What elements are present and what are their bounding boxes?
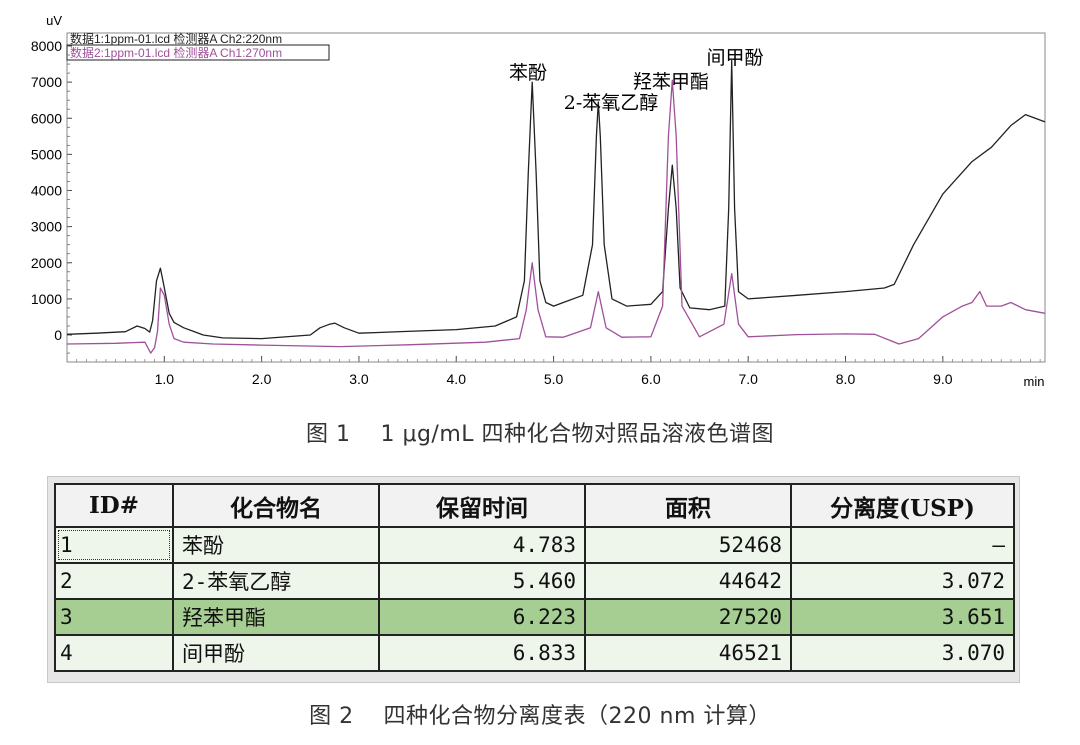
cell-retention-time[interactable]: 6.833 [378,634,586,672]
col-header-resolution[interactable]: 分离度(USP) [790,483,1015,528]
cell-compound-name[interactable]: 苯酚 [172,526,380,564]
figure-2-caption: 图 2 四种化合物分离度表（220 nm 计算） [309,704,771,729]
y-unit-label: uV [46,13,62,28]
cell-compound-name[interactable]: 间甲酚 [172,634,380,672]
cell-id[interactable]: 1 [54,526,174,564]
chromatogram: uV min 数据1:1ppm-01.lcd 检测器A Ch2:220nm 数据… [31,13,1046,389]
table-row[interactable]: 1 苯酚 4.783 52468 — [54,526,1015,564]
peak-label-m-cresol: 间甲酚 [706,47,763,69]
legend-box [66,44,330,61]
x-unit-label: min [1024,374,1045,389]
peak-label-phenoxyethanol: 2-苯氧乙醇 [564,92,659,114]
results-table: ID# 化合物名 保留时间 面积 分离度(USP) 1 苯酚 4.783 524… [54,483,1015,672]
x-tick-label: 6.0 [641,371,661,387]
cell-resolution[interactable]: 3.072 [790,562,1015,600]
cell-retention-time[interactable]: 6.223 [378,598,586,636]
x-tick-label: 7.0 [738,371,758,387]
col-header-id[interactable]: ID# [54,483,174,528]
table-row[interactable]: 4 间甲酚 6.833 46521 3.070 [54,634,1015,672]
cell-area[interactable]: 52468 [584,526,792,564]
y-tick-label: 5000 [31,146,62,162]
cell-compound-name[interactable]: 2-苯氧乙醇 [172,562,380,600]
y-tick-label: 0 [54,327,62,343]
legend-series-2: 数据2:1ppm-01.lcd 检测器A Ch1:270nm [70,45,282,60]
x-tick-label: 1.0 [155,371,175,387]
x-tick-label: 3.0 [349,371,369,387]
y-tick-label: 2000 [31,255,62,271]
cell-id[interactable]: 3 [54,598,174,636]
peak-label-phenol: 苯酚 [509,62,547,84]
peak-label-methylparaben: 羟苯甲酯 [633,71,709,93]
x-tick-label: 5.0 [544,371,564,387]
figure-1-caption: 图 1 1 μg/mL 四种化合物对照品溶液色谱图 [305,422,775,447]
table-header-row: ID# 化合物名 保留时间 面积 分离度(USP) [54,483,1015,528]
x-tick-label: 4.0 [447,371,467,387]
series-group [66,59,1046,354]
cell-retention-time[interactable]: 5.460 [378,562,586,600]
cell-id[interactable]: 2 [54,562,174,600]
y-tick-label: 8000 [31,38,62,54]
x-axis: 1.0 2.0 3.0 4.0 5.0 6.0 7.0 8.0 9.0 [76,356,1041,387]
cell-id[interactable]: 4 [54,634,174,672]
series-line-220nm [66,59,1046,340]
cell-retention-time[interactable]: 4.783 [378,526,586,564]
cell-area[interactable]: 44642 [584,562,792,600]
y-tick-label: 3000 [31,219,62,235]
cell-compound-name[interactable]: 羟苯甲酯 [172,598,380,636]
table-row-selected[interactable]: 3 羟苯甲酯 6.223 27520 3.651 [54,598,1015,636]
col-header-area[interactable]: 面积 [584,483,792,528]
legend-series-1: 数据1:1ppm-01.lcd 检测器A Ch2:220nm [70,31,282,46]
col-header-compound-name[interactable]: 化合物名 [172,483,380,528]
y-tick-label: 6000 [31,110,62,126]
x-tick-label: 2.0 [252,371,272,387]
table-row[interactable]: 2 2-苯氧乙醇 5.460 44642 3.072 [54,562,1015,600]
y-axis: 8000 7000 6000 5000 4000 3000 2000 1000 0 [31,38,72,354]
x-tick-label: 8.0 [836,371,856,387]
col-header-retention-time[interactable]: 保留时间 [378,483,586,528]
y-tick-label: 7000 [31,74,62,90]
series-line-270nm [66,79,1046,354]
cell-resolution[interactable]: 3.070 [790,634,1015,672]
x-tick-label: 9.0 [933,371,953,387]
y-tick-label: 1000 [31,291,62,307]
results-table-panel: ID# 化合物名 保留时间 面积 分离度(USP) 1 苯酚 4.783 524… [47,476,1020,683]
cell-resolution[interactable]: 3.651 [790,598,1015,636]
y-tick-label: 4000 [31,183,62,199]
cell-area[interactable]: 27520 [584,598,792,636]
plot-frame [66,32,1046,363]
cell-area[interactable]: 46521 [584,634,792,672]
cell-resolution[interactable]: — [790,526,1015,564]
